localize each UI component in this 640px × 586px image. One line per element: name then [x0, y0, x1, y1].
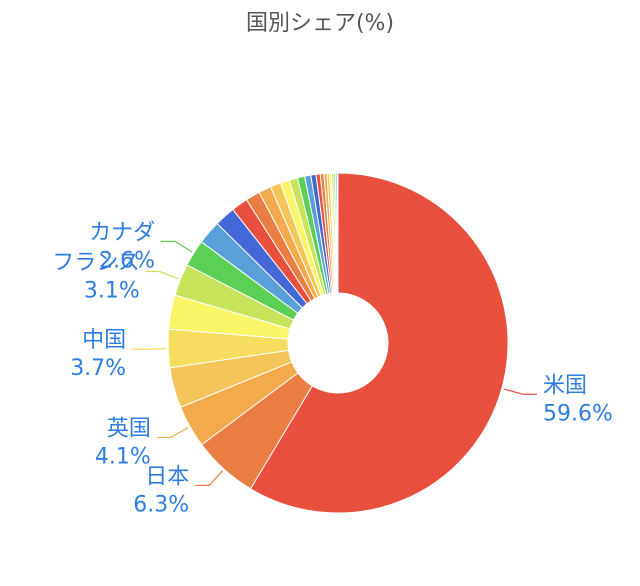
slice-value-label: 2.6%: [99, 248, 155, 273]
slice-value-label: 59.6%: [543, 401, 613, 426]
label-leader-line: [132, 347, 167, 350]
pie-slice: [249, 172, 509, 514]
label-leader-line: [145, 270, 179, 280]
slice-value-label: 3.1%: [84, 279, 140, 304]
slice-label: フランス: [52, 251, 140, 276]
slice-value-label: 4.1%: [95, 444, 151, 469]
donut-hole: [288, 293, 388, 393]
slice-value-label: 6.3%: [133, 492, 189, 517]
label-leader-line: [161, 240, 193, 253]
chart-title: 国別シェア(%): [246, 11, 394, 36]
slice-value-label: 3.7%: [70, 356, 126, 381]
slice-label: 英国: [107, 416, 151, 441]
label-leader-line: [195, 470, 224, 487]
slice-label: カナダ: [89, 220, 155, 245]
slice-label: 中国: [82, 328, 126, 353]
slice-label: 日本: [145, 464, 189, 489]
labels-group: 米国 59.6% 日本 6.3% 英国 4.1% 中国 3.7% フランス 3.1% カナダ 2.6%: [52, 220, 613, 517]
slice-label: 米国: [543, 373, 587, 398]
pie-slice: [336, 172, 339, 294]
label-leader-line: [503, 388, 538, 395]
label-leader-line: [156, 427, 189, 439]
slices-group: [167, 172, 509, 514]
